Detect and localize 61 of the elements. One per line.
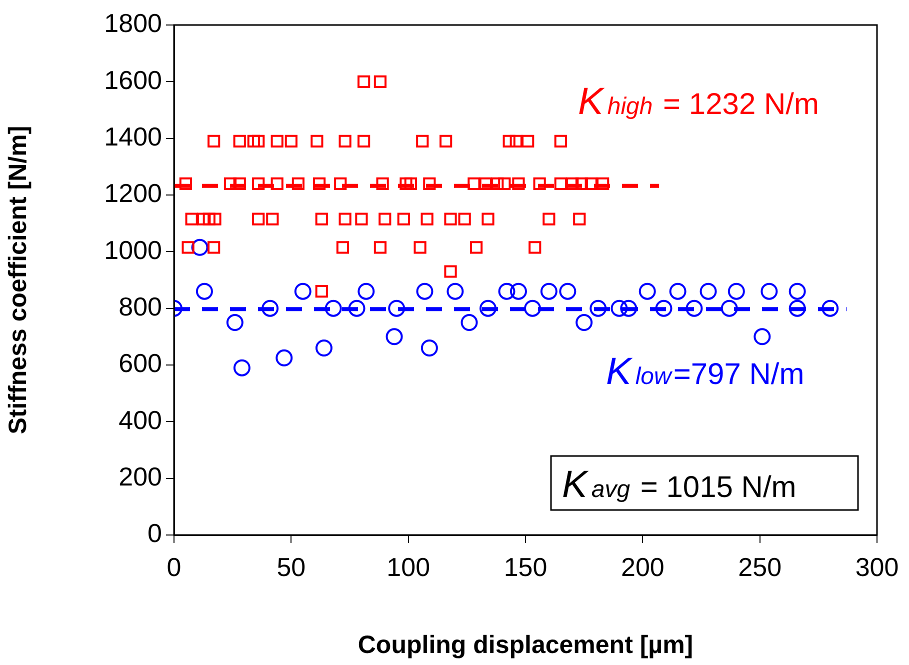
point [510, 282, 527, 300]
point [788, 282, 806, 300]
annotation: Khigh = 1232 N/m [578, 81, 819, 123]
y-tick-label: 1800 [104, 8, 162, 38]
y-tick-label: 1000 [104, 234, 162, 265]
point [559, 282, 576, 300]
point [620, 300, 638, 317]
point [315, 340, 332, 356]
y-tick-label: 200 [118, 462, 162, 492]
y-tick-label: 1400 [104, 122, 162, 152]
point [576, 314, 593, 331]
y-tick-label: 800 [118, 292, 162, 322]
point [788, 300, 806, 317]
x-tick-label: 100 [386, 552, 430, 582]
point [388, 300, 406, 317]
point [638, 282, 656, 300]
x-axis-title: Coupling displacement [µm] [358, 630, 694, 659]
point [233, 359, 250, 376]
point [760, 282, 778, 300]
point [728, 282, 745, 300]
x-tick-label: 0 [166, 552, 182, 582]
point [754, 328, 771, 346]
y-tick-label: 400 [118, 404, 162, 435]
point [262, 300, 279, 317]
x-tick-label: 200 [620, 552, 664, 582]
point [446, 282, 464, 300]
x-tick-label: 150 [504, 552, 548, 582]
point [610, 300, 628, 317]
x-tick-label: 250 [738, 552, 782, 582]
y-axis-title: Stiffness coefficient [N/m] [4, 126, 32, 434]
point [348, 300, 366, 317]
point [196, 282, 213, 300]
point [590, 300, 607, 317]
annotation: Kavg = 1015 N/m [562, 464, 796, 506]
point [822, 300, 839, 317]
point [358, 282, 375, 300]
y-tick-label: 1600 [104, 64, 162, 95]
point [524, 300, 542, 317]
point [386, 328, 403, 346]
point [276, 349, 293, 366]
x-tick-label: 300 [855, 552, 899, 582]
point [460, 314, 478, 331]
point [720, 300, 738, 317]
point [191, 238, 208, 256]
point [480, 300, 497, 317]
point [686, 300, 703, 317]
y-tick-label: 0 [148, 518, 162, 548]
point [294, 282, 312, 300]
point [655, 300, 672, 317]
x-tick-label: 50 [276, 552, 306, 582]
point [420, 340, 438, 356]
point [669, 282, 686, 300]
point [540, 282, 558, 300]
annotation: Klow=797 N/m [606, 351, 804, 393]
point [226, 314, 244, 331]
point [416, 282, 434, 300]
point [700, 282, 717, 300]
point [324, 300, 342, 317]
y-tick-label: 600 [118, 348, 162, 378]
point [498, 282, 516, 300]
y-tick-label: 1200 [104, 178, 162, 208]
